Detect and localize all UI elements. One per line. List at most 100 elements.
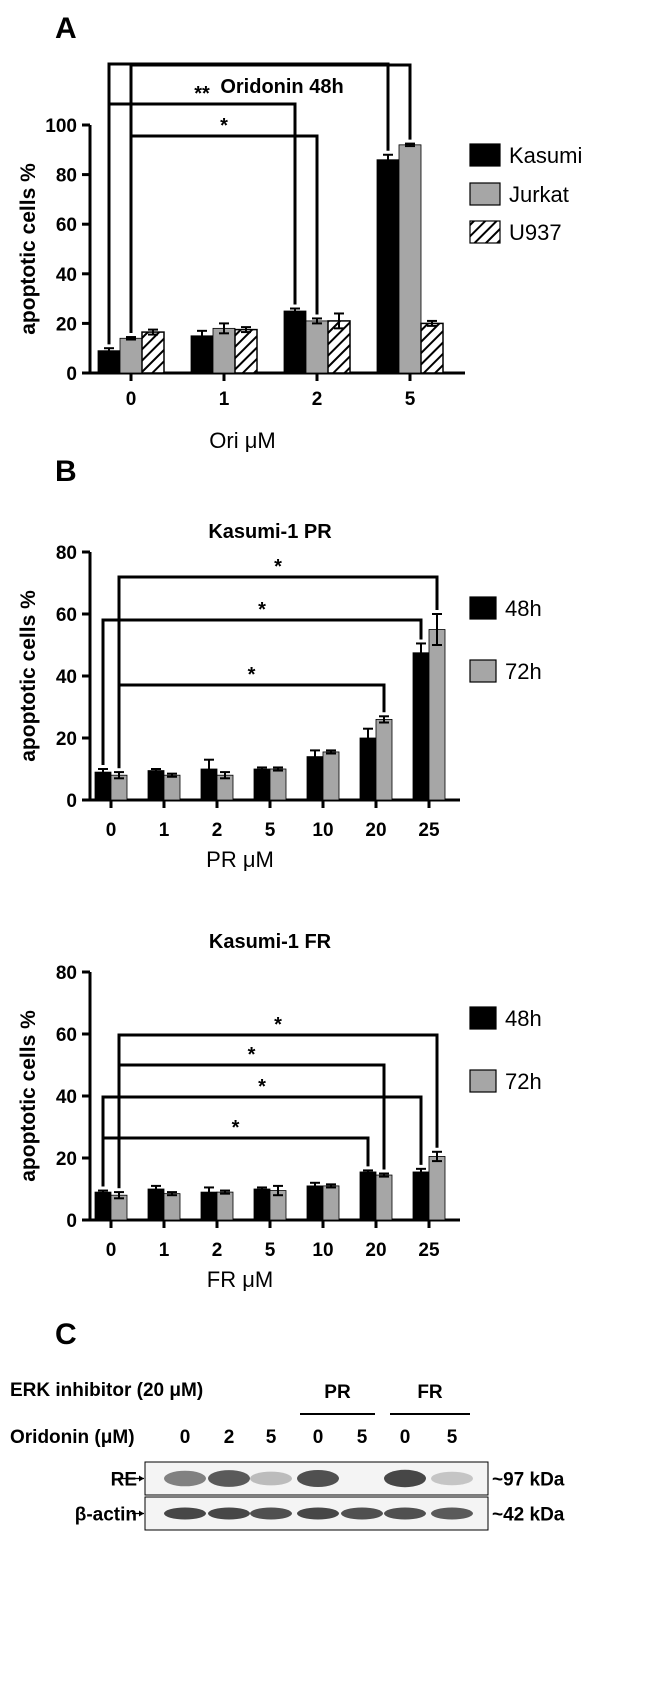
chart-title: Kasumi-1 PR [208,521,332,543]
x-tick-label: 20 [365,820,386,841]
x-tick-label: 5 [405,389,416,410]
significance-bracket [101,618,423,765]
bar-kasumi-5 [376,159,400,374]
row-size-label: ~42 kDa [492,1505,565,1526]
y-tick-label: 20 [56,1149,77,1170]
x-tick-label: 1 [159,1240,170,1261]
significance-bracket [117,1033,439,1189]
significance-bracket [101,1136,370,1187]
x-tick-label: 5 [265,820,276,841]
bar-48h-0 [94,771,112,801]
legend-label-48h: 48h [505,596,542,621]
significance-bracket [117,575,439,769]
panel-letter-c: C [55,1318,77,1351]
lane-label: 5 [447,1427,458,1448]
row-arrowhead [139,1475,144,1482]
bar-72h-20 [375,1174,393,1221]
y-tick-label: 40 [56,1087,77,1108]
row-label: RE [111,1470,137,1491]
blot-band [250,1471,292,1486]
legend-swatch-u937 [469,220,501,244]
bar-kasumi-2 [283,310,307,374]
blot-band [341,1507,383,1520]
significance-label: * [248,664,256,686]
bar-72h-20 [375,718,393,801]
y-tick-label: 60 [56,215,77,236]
x-tick-label: 1 [159,820,170,841]
significance-label: * [258,1076,266,1098]
bar-48h-1 [147,770,165,801]
bar-72h-10 [322,751,340,801]
y-tick-label: 100 [45,116,77,137]
legend-swatch-72h [469,659,497,683]
y-tick-label: 20 [56,314,77,335]
significance-label: ** [194,83,210,105]
bar-72h-5 [269,768,287,801]
y-tick-label: 20 [56,729,77,750]
bar-72h-2 [216,1191,234,1221]
bar-72h-1 [163,774,181,801]
x-tick-label: 25 [418,1240,440,1261]
x-tick-label: 0 [106,820,117,841]
blot-band [431,1507,473,1520]
x-tick-label: 0 [106,1240,117,1261]
legend-label-jurkat: Jurkat [509,182,569,207]
bar-48h-10 [306,1185,324,1221]
legend-label-72h: 72h [505,659,542,684]
x-tick-label: 2 [212,820,223,841]
bar-72h-10 [322,1185,340,1221]
y-axis-label: apoptotic cells % [17,590,40,762]
bar-72h-1 [163,1193,181,1221]
blot-band [431,1471,473,1486]
bar-jurkat-2 [305,320,329,374]
y-tick-label: 60 [56,605,77,626]
blot-band [297,1469,339,1488]
y-tick-label: 0 [66,1211,77,1232]
significance-label: * [248,1044,256,1066]
row-size-label: ~97 kDa [492,1470,565,1491]
panel-letter-b: B [55,455,77,488]
significance-bracket [129,134,319,334]
bar-48h-20 [359,1171,377,1221]
y-tick-label: 0 [66,364,77,385]
blot-band [208,1470,250,1487]
row-arrowhead [139,1510,144,1517]
bar-48h-0 [94,1191,112,1221]
bar-48h-25 [412,1171,430,1221]
legend-swatch-72h [469,1069,497,1093]
significance-label: * [232,1117,240,1139]
legend-swatch-48h [469,1006,497,1030]
y-tick-label: 80 [56,166,77,187]
y-axis-label: apoptotic cells % [17,163,40,335]
x-tick-label: 20 [365,1240,386,1261]
significance-label: * [220,115,228,137]
blot-band [384,1507,426,1520]
y-tick-label: 40 [56,667,77,688]
lane-label: 0 [180,1427,191,1448]
blot-band [297,1507,339,1520]
bar-48h-5 [253,1188,271,1221]
lane-label: 5 [266,1427,277,1448]
blot-band [208,1507,250,1520]
legend-swatch-kasumi [469,143,501,167]
western-blot: ERK inhibitor (20 μM) Oridonin (μM) PR FR 0 2… [10,1380,565,1531]
bar-48h-25 [412,652,430,801]
significance-label: * [274,1014,282,1036]
y-tick-label: 80 [56,963,77,984]
bar-jurkat-5 [398,144,422,374]
y-axis-label: apoptotic cells % [17,1010,40,1182]
oridonin-label: Oridonin (μM) [10,1427,135,1448]
lane-label: 0 [400,1427,411,1448]
legend-swatch-jurkat [469,182,501,206]
row-label: β-actin [75,1505,137,1526]
significance-label: * [258,599,266,621]
x-tick-label: 10 [312,820,333,841]
y-tick-label: 60 [56,1025,77,1046]
bar-u937-0 [141,331,165,374]
bar-48h-1 [147,1188,165,1221]
group-label-pr: PR [324,1382,351,1403]
x-axis-label: Ori μM [209,428,275,453]
lane-label: 5 [357,1427,368,1448]
bar-u937-1 [234,328,258,374]
